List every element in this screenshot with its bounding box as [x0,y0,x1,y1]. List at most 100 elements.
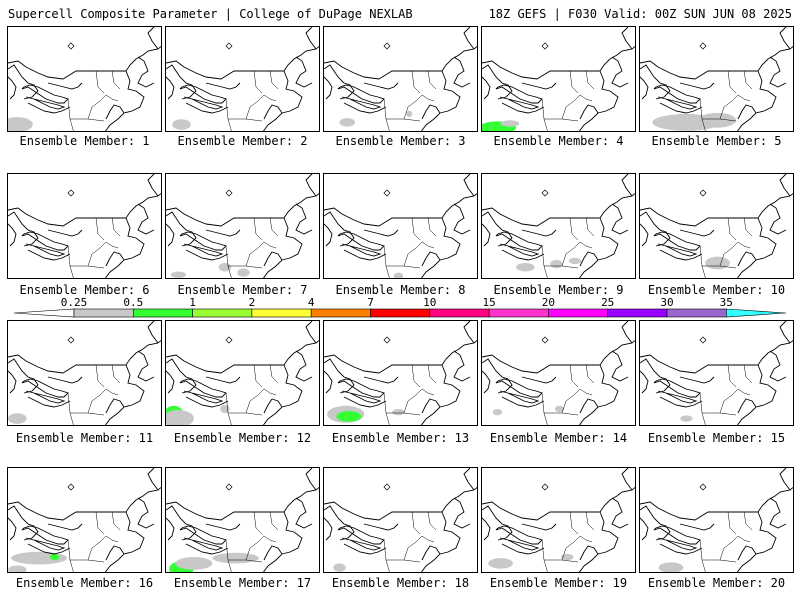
map-svg [482,321,635,425]
colorbar-tick-label: 15 [482,296,495,309]
state-border [411,364,421,388]
coastline [736,217,777,278]
state-border [105,535,119,543]
great-lakes-outline [341,390,382,404]
map-svg [8,321,161,425]
great-lakes-outline [640,211,671,247]
colorbar-low-arrow [13,308,75,318]
great-lakes-outline [8,223,17,247]
colorbar-segment [192,308,253,318]
great-lakes-outline [25,96,66,110]
coastline [640,46,793,80]
great-lakes-outline [521,376,557,384]
great-lakes-outline [205,82,241,90]
scp-area [212,552,259,564]
great-lakes-outline [679,82,715,90]
great-lakes-outline [363,82,399,90]
coastline [453,203,471,235]
state-border [95,511,105,535]
colorbar-segment [133,308,193,318]
state-border [427,511,437,531]
diamond-marker-icon [699,483,707,491]
state-border [585,511,595,531]
great-lakes-outline [324,76,333,100]
coastline [420,70,461,131]
great-lakes-outline [27,102,71,114]
great-lakes-outline [679,229,715,237]
great-lakes-outline [659,249,703,261]
great-lakes-outline [640,517,649,541]
diamond-marker-icon [67,336,75,344]
great-lakes-outline [653,84,701,104]
colorbar-tick-label: 10 [423,296,436,309]
scp-area [172,119,191,130]
state-border [727,364,737,388]
colorbar-segment [429,308,490,318]
coastline [421,251,441,267]
great-lakes-outline [521,523,557,531]
great-lakes-outline [482,76,491,100]
scp-area [336,411,362,422]
state-border [70,559,105,563]
great-lakes-outline [21,231,69,251]
member-caption: Ensemble Member: 20 [647,576,786,590]
great-lakes-outline [653,231,701,251]
colorbar-segment [370,308,431,318]
great-lakes-outline [640,505,671,541]
colorbar-tick-label: 20 [542,296,555,309]
great-lakes-outline [205,229,241,237]
great-lakes-outline [495,378,543,398]
state-border [225,98,232,131]
state-border [702,412,737,416]
coastline [579,251,599,267]
state-border [253,217,263,241]
great-lakes-outline [166,505,197,541]
state-border [421,94,435,102]
state-border [727,217,737,241]
scp-area [516,263,535,272]
coastline [621,321,633,344]
chart-title: Supercell Composite Parameter | College … [8,7,413,21]
great-lakes-outline [343,396,387,408]
state-border [228,412,263,416]
scp-area [698,112,737,128]
state-border [411,217,421,241]
coastline [263,104,283,120]
great-lakes-outline [324,517,333,541]
scp-area [406,110,413,118]
member-caption: Ensemble Member: 1 [19,134,150,148]
state-border [386,559,421,563]
state-border [585,217,595,237]
great-lakes-outline [657,243,698,257]
state-border [411,511,421,535]
coastline [420,217,461,278]
state-border [263,241,277,249]
state-border [245,241,265,267]
state-border [585,70,595,90]
coastline [463,468,475,491]
state-border [561,94,581,120]
state-border [253,364,263,388]
map-panel-member-1 [7,26,162,132]
great-lakes-outline [640,76,649,100]
member-caption: Ensemble Member: 12 [173,431,312,445]
member-caption: Ensemble Member: 19 [489,576,628,590]
great-lakes-outline [27,249,71,261]
great-lakes-outline [324,64,355,100]
great-lakes-outline [47,376,83,384]
member-caption: Ensemble Member: 6 [19,283,150,297]
member-caption: Ensemble Member: 16 [15,576,154,590]
coastline [463,27,475,50]
coastline [482,487,635,521]
great-lakes-outline [337,378,385,398]
coastline [104,364,145,425]
coastline [736,70,777,131]
state-border [253,511,263,535]
great-lakes-outline [501,249,545,261]
coastline [578,217,619,278]
great-lakes-outline [185,396,229,408]
great-lakes-outline [679,523,715,531]
state-border [743,217,753,237]
coastline [769,350,787,382]
state-border [67,392,74,425]
